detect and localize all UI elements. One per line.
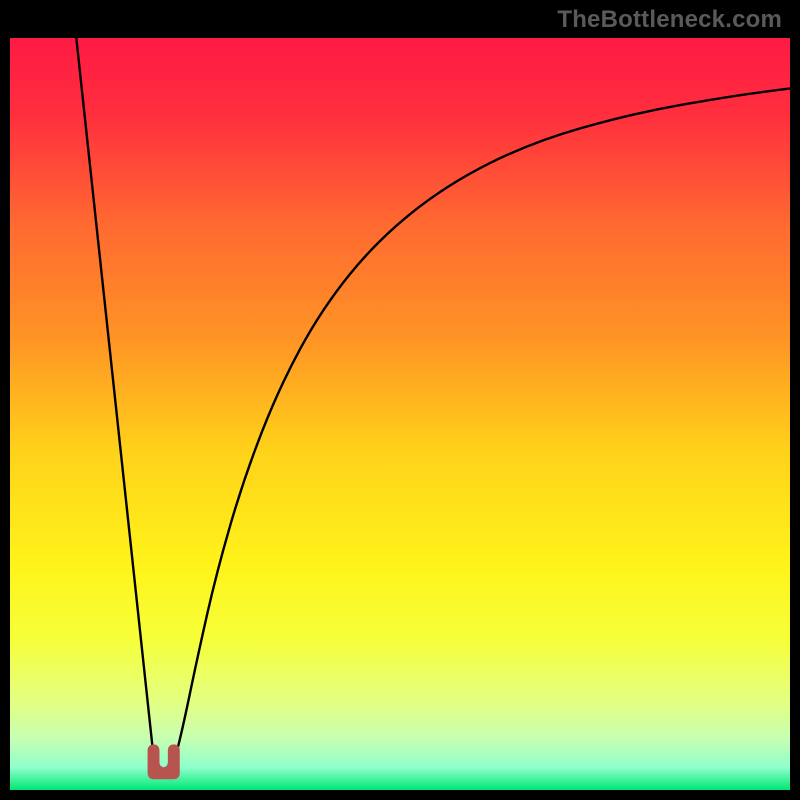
chart-frame: TheBottleneck.com (0, 0, 800, 800)
bottleneck-chart (0, 0, 800, 800)
plot-area (10, 38, 790, 790)
watermark-text: TheBottleneck.com (557, 6, 782, 34)
